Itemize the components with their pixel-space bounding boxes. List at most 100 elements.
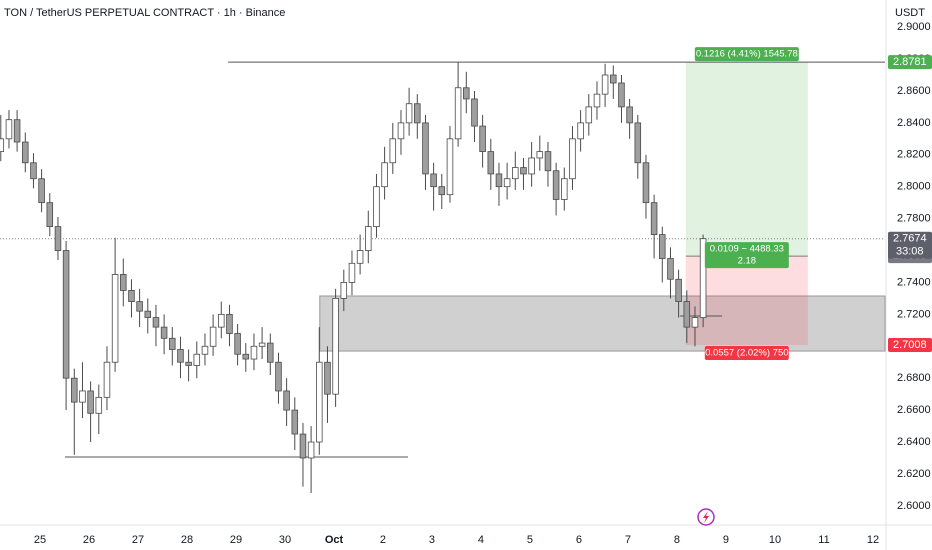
position-label-box <box>704 242 789 269</box>
x-tick-label: 6 <box>576 534 582 546</box>
candle-body <box>569 138 576 180</box>
candle-body <box>356 250 364 264</box>
candle-body <box>62 250 70 379</box>
x-tick-label: 29 <box>230 534 242 546</box>
price-tag <box>888 231 932 259</box>
candle-body <box>544 151 552 172</box>
y-tick-label: 2.8200 <box>897 149 931 161</box>
candle-body <box>479 125 486 152</box>
candle-body <box>332 298 339 395</box>
x-tick-label: 8 <box>674 534 680 546</box>
candle-body <box>389 138 397 164</box>
y-tick-label: 2.7200 <box>897 308 931 320</box>
candle-body <box>446 138 454 196</box>
x-tick-label: 12 <box>867 534 879 546</box>
x-tick-label: 10 <box>769 534 781 546</box>
position-label-box <box>704 346 789 360</box>
candle-body <box>160 326 168 339</box>
candle-body <box>71 377 78 403</box>
x-tick-label: 3 <box>429 534 435 546</box>
candle-body <box>291 409 299 435</box>
candle-body <box>365 226 372 251</box>
candle-body <box>250 345 258 360</box>
candle-body <box>193 353 201 366</box>
candle-body <box>659 234 666 259</box>
candle-body <box>503 178 511 188</box>
candle-body <box>699 238 707 318</box>
candle-body <box>258 342 266 347</box>
candle-body <box>340 282 348 299</box>
candle-body <box>691 317 699 328</box>
x-tick-label: 11 <box>818 534 829 546</box>
candle-body <box>536 151 544 159</box>
y-tick-label: 2.8000 <box>897 181 931 193</box>
y-tick-label: 2.6200 <box>897 468 931 480</box>
candle-body <box>95 396 103 414</box>
candle-body <box>136 301 143 312</box>
candle-body <box>618 82 625 108</box>
candle-body <box>520 167 527 175</box>
plot <box>0 61 886 494</box>
candle-body <box>487 151 495 175</box>
candle-body <box>667 258 674 280</box>
candle-body <box>144 310 152 318</box>
candle-body <box>324 361 331 395</box>
candle-body <box>242 353 250 360</box>
candle-body <box>381 162 388 188</box>
candle-body <box>79 390 86 403</box>
price-tag-label: 2.8781 <box>893 56 927 68</box>
candle-body <box>111 274 119 363</box>
candle-body <box>103 361 111 398</box>
candle-body <box>642 162 650 204</box>
candle-body <box>5 119 13 140</box>
x-tick-label: 9 <box>723 534 729 546</box>
y-tick-label: 2.6600 <box>897 404 931 416</box>
candle-body <box>120 274 127 291</box>
x-tick-label: 7 <box>625 534 631 546</box>
candle-body <box>234 333 241 355</box>
candle-body <box>275 361 282 392</box>
candle-body <box>226 313 233 334</box>
price-tag <box>888 55 932 70</box>
y-tick-label: 2.7800 <box>897 213 931 225</box>
candle-body <box>683 301 691 328</box>
x-tick-label: 28 <box>181 534 193 546</box>
candle-body <box>675 278 682 302</box>
y-tick-label: 2.8600 <box>897 85 931 97</box>
candle-body <box>307 441 315 459</box>
candle-body <box>209 326 217 347</box>
candle-body <box>405 103 413 124</box>
candle-body <box>218 313 225 328</box>
chart-title: TON / TetherUS PERPETUAL CONTRACT · 1h ·… <box>4 7 285 19</box>
x-tick-label: 25 <box>34 534 46 546</box>
candle-body <box>593 93 601 108</box>
x-tick-label: 2 <box>380 534 386 546</box>
candle-body <box>397 122 405 140</box>
y-tick-label: 2.6800 <box>897 372 931 384</box>
candle-body <box>650 202 658 235</box>
candle-body <box>30 162 37 180</box>
y-tick-label: 2.8400 <box>897 117 931 129</box>
candle-body <box>471 98 478 127</box>
candle-body <box>177 349 184 363</box>
candle-body <box>283 390 290 411</box>
candle-body <box>585 106 593 124</box>
candle-body <box>316 361 323 443</box>
profit-zone <box>685 62 808 257</box>
price-tag <box>888 338 932 352</box>
x-tick-label: 30 <box>279 534 291 546</box>
y-tick-label: 2.6400 <box>897 436 931 448</box>
candle-body <box>38 178 45 204</box>
candle-body <box>438 186 446 196</box>
candle-body <box>422 122 429 175</box>
demand-zone <box>319 295 886 352</box>
candle-body <box>463 87 470 100</box>
position-label: 0.1216 (4.41%) 1545.78 <box>696 49 798 60</box>
price-tag-label: 2.7008 <box>893 339 927 351</box>
candle-body <box>152 317 160 328</box>
candle-body <box>430 173 437 188</box>
x-tick-label: 27 <box>132 534 144 546</box>
candle-body <box>610 74 617 84</box>
candle-body <box>46 202 54 227</box>
